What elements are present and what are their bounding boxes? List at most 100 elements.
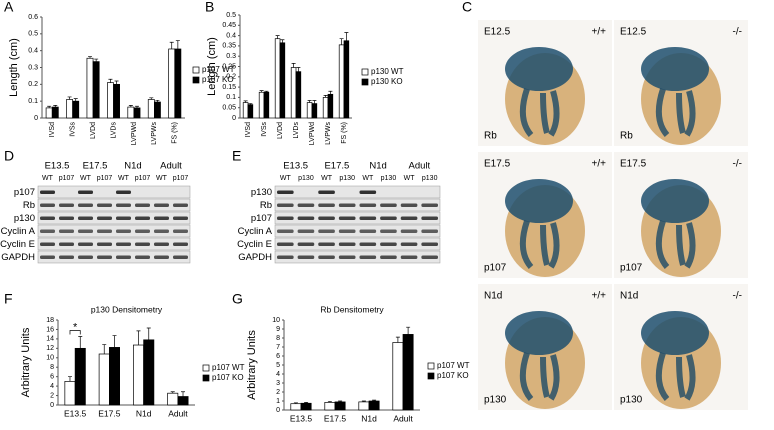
bar <box>338 44 345 119</box>
x-tick-label: IVSd <box>245 122 252 137</box>
blot-band <box>297 229 315 233</box>
error-bar <box>78 336 83 349</box>
bar <box>98 353 110 406</box>
blot-band <box>59 229 74 233</box>
bar <box>66 99 73 119</box>
blot-band <box>380 203 397 207</box>
x-tick-label: IVSd <box>49 122 56 137</box>
bar <box>86 57 94 119</box>
blot-band <box>338 216 356 220</box>
error-bar <box>175 40 180 49</box>
legend-label: p130 WT <box>371 67 404 76</box>
x-tick-label: E17.5 <box>98 408 120 418</box>
y-tick-label: 2 <box>50 392 54 399</box>
protein-label: p107 <box>251 213 272 224</box>
bar <box>295 71 302 119</box>
y-tick-label: 0.2 <box>28 81 38 88</box>
blot-band <box>400 242 418 246</box>
y-tick-label: 3 <box>276 380 280 387</box>
blot-band <box>135 203 150 207</box>
error-bar <box>73 98 78 102</box>
x-tick-label: E17.5 <box>324 413 346 423</box>
blot-band <box>97 203 112 207</box>
error-bar <box>155 99 160 103</box>
y-axis-label: Arbitrary Units <box>246 330 258 400</box>
annotation: * <box>73 321 78 333</box>
blot-band <box>380 255 397 259</box>
blot-band <box>277 255 294 259</box>
blot-band <box>400 203 418 207</box>
blot-band <box>318 203 335 207</box>
error-bar <box>67 376 72 382</box>
y-tick-label: 10 <box>272 317 280 324</box>
bar <box>147 99 155 119</box>
blot-band <box>135 255 150 259</box>
bar <box>324 402 336 411</box>
bar <box>263 91 270 119</box>
legend-swatch <box>202 364 210 372</box>
genotype-label: +/+ <box>592 159 607 170</box>
blot-band <box>97 255 112 259</box>
heart-stain <box>641 311 709 355</box>
x-tick-label: LVPWd <box>309 122 316 145</box>
x-tick-label: FS (%) <box>172 122 179 144</box>
bar <box>242 102 249 119</box>
y-tick-label: 1 <box>276 398 280 405</box>
significance-bracket <box>69 330 81 335</box>
error-bar <box>327 401 332 403</box>
blot-band <box>40 255 55 259</box>
error-bar <box>181 391 186 397</box>
lane-label: p107 <box>135 175 151 182</box>
panel-letter: C <box>462 0 472 15</box>
blot-band <box>59 203 74 207</box>
blot-band <box>338 229 356 233</box>
bar <box>113 83 120 119</box>
lane-label: p130 <box>339 175 355 182</box>
vessel-stain <box>655 88 696 137</box>
bar <box>167 392 179 406</box>
y-tick-label: 0.05 <box>222 105 236 112</box>
error-bar <box>170 391 175 394</box>
blot-band <box>116 203 131 207</box>
y-axis-label: Arbitrary Units <box>20 327 32 397</box>
blot-band <box>173 229 188 233</box>
error-bar <box>344 32 349 41</box>
error-bar <box>112 335 117 348</box>
error-bar <box>328 90 333 95</box>
panel-letter: D <box>4 148 14 164</box>
x-tick-label: LVPWs <box>325 122 332 145</box>
blot-band <box>154 216 169 220</box>
vessel-stain <box>655 352 696 401</box>
bar <box>327 93 334 119</box>
blot-band <box>380 242 397 246</box>
legend-label: p107 KO <box>437 371 469 380</box>
blot-band <box>97 229 112 233</box>
blot-band <box>421 216 438 220</box>
gene-label: p107 <box>620 263 643 274</box>
condition-label: E13.5 <box>45 161 70 172</box>
bar <box>358 401 370 411</box>
blot-band <box>135 242 150 246</box>
blot-band <box>277 229 294 233</box>
x-tick-label: Adult <box>393 413 413 423</box>
stage-label: E12.5 <box>620 27 647 38</box>
bar <box>322 97 329 119</box>
bar <box>143 339 155 406</box>
bar <box>306 102 313 119</box>
blot-strip <box>274 224 441 238</box>
y-tick-label: 4 <box>276 371 280 378</box>
blot-band <box>318 229 335 233</box>
vessel-stain <box>519 352 560 401</box>
blot-band <box>277 216 294 220</box>
y-tick-label: 12 <box>46 345 54 352</box>
blot-band <box>173 203 188 207</box>
y-tick-label: 0.5 <box>28 31 38 38</box>
gene-label: Rb <box>620 131 633 142</box>
x-tick-label: LVDd <box>277 122 284 139</box>
stage-label: N1d <box>484 291 502 302</box>
genotype-label: -/- <box>733 27 742 38</box>
error-bar <box>134 105 139 108</box>
condition-label: N1d <box>369 161 386 172</box>
lane-label: WT <box>362 175 374 182</box>
